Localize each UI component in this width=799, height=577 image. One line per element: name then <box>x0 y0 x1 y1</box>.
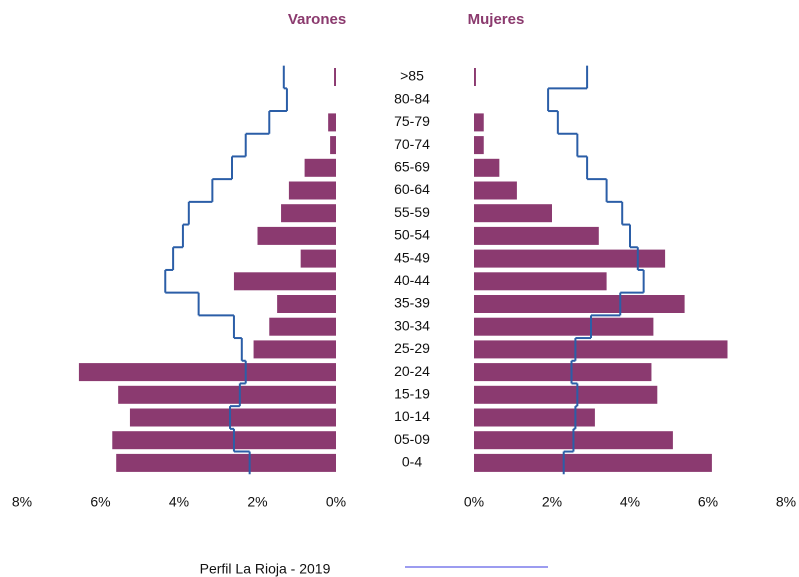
bar <box>474 408 595 427</box>
category-label: 70-74 <box>394 136 430 152</box>
category-label: 45-49 <box>394 249 430 265</box>
category-label: 50-54 <box>394 227 430 243</box>
x-tick-label: 6% <box>698 494 718 510</box>
category-label: 60-64 <box>394 181 430 197</box>
bar <box>233 272 336 291</box>
bar <box>474 363 652 382</box>
bar <box>474 158 500 177</box>
bar <box>328 113 336 132</box>
bar <box>474 295 685 313</box>
bar <box>112 431 337 450</box>
category-label: 55-59 <box>394 204 430 220</box>
bar <box>474 272 607 291</box>
x-tick-label: 4% <box>620 494 640 510</box>
bar <box>288 181 336 200</box>
x-tick-label: 8% <box>776 494 796 510</box>
bar <box>277 295 336 313</box>
bar <box>330 136 336 155</box>
category-label: 35-39 <box>394 295 430 311</box>
bar <box>269 317 336 336</box>
bar <box>300 249 336 268</box>
bar <box>253 340 336 359</box>
bar <box>474 68 476 86</box>
x-tick-label: 0% <box>464 494 484 510</box>
left-header: Varones <box>288 11 346 28</box>
bar <box>257 226 336 245</box>
category-label: 75-79 <box>394 113 430 129</box>
legend-label: Perfil La Rioja - 2019 <box>200 561 331 577</box>
category-label: 40-44 <box>394 272 430 288</box>
x-tick-label: 8% <box>12 494 32 510</box>
bar <box>474 113 484 132</box>
category-label: >85 <box>400 68 424 84</box>
bar <box>474 226 599 245</box>
bar <box>116 453 336 472</box>
category-label: 25-29 <box>394 340 430 356</box>
bar <box>474 453 712 472</box>
bar <box>474 385 658 404</box>
bar <box>474 204 552 223</box>
bar <box>304 158 336 177</box>
x-tick-label: 2% <box>542 494 562 510</box>
category-label: 10-14 <box>394 408 430 424</box>
x-tick-label: 6% <box>90 494 110 510</box>
bar <box>474 340 728 359</box>
x-tick-label: 2% <box>247 494 267 510</box>
bar <box>78 363 336 382</box>
x-tick-label: 4% <box>169 494 189 510</box>
bar <box>281 204 336 223</box>
bar <box>474 136 484 155</box>
category-label: 30-34 <box>394 317 430 333</box>
bar <box>474 181 517 200</box>
category-label: 05-09 <box>394 431 430 447</box>
category-label: 20-24 <box>394 363 430 379</box>
category-label: 0-4 <box>402 454 422 470</box>
bar <box>118 385 336 404</box>
category-label: 15-19 <box>394 386 430 402</box>
x-tick-label: 0% <box>326 494 346 510</box>
bar <box>129 408 336 427</box>
bar <box>334 68 336 86</box>
bar <box>474 249 666 268</box>
category-label: 80-84 <box>394 90 430 106</box>
bar <box>474 317 654 336</box>
category-label: 65-69 <box>394 159 430 175</box>
right-header: Mujeres <box>468 11 525 28</box>
